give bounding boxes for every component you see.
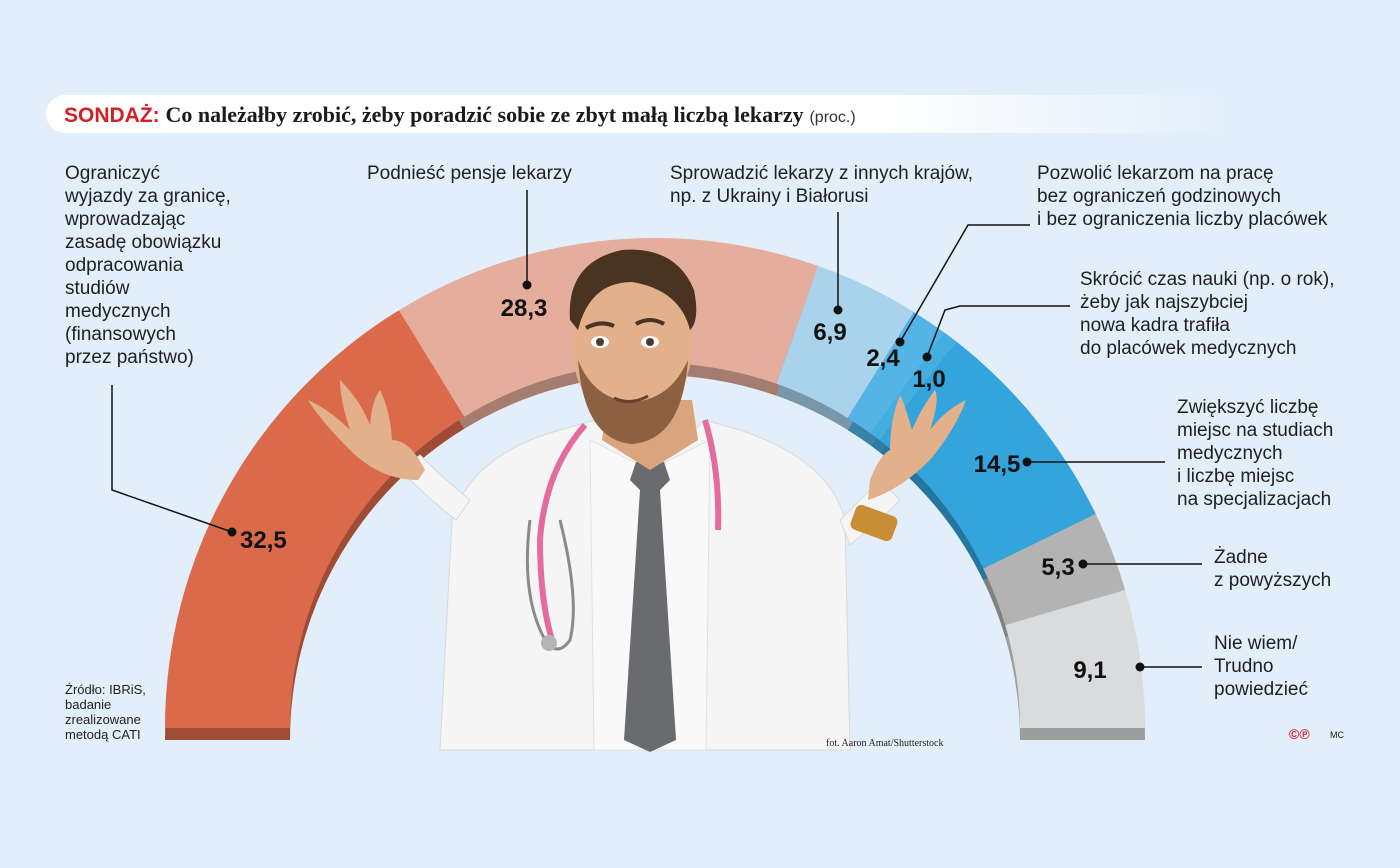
value-label-7: 9,1 xyxy=(1073,657,1106,684)
stethoscope-tube xyxy=(702,419,722,531)
leader-dot-2 xyxy=(833,305,843,315)
doctor-tie xyxy=(624,462,676,752)
author-initials: MC xyxy=(1330,730,1344,740)
value-label-4: 1,0 xyxy=(912,366,945,393)
pupil-left xyxy=(596,338,604,346)
slice-4 xyxy=(870,332,957,441)
leader-lines xyxy=(111,190,1202,672)
value-label-0: 32,5 xyxy=(240,527,287,554)
title-bar xyxy=(46,95,1236,133)
value-label-2: 6,9 xyxy=(813,319,846,346)
leader-dot-3 xyxy=(895,337,905,347)
label-zadne: Żadne z powyższych xyxy=(1214,547,1332,591)
value-label-3: 2,4 xyxy=(866,345,900,372)
slice-6 xyxy=(983,513,1126,626)
brow-left xyxy=(585,321,615,330)
value-label-5: 14,5 xyxy=(974,451,1021,478)
leader-dot-0 xyxy=(227,527,237,537)
brow-right xyxy=(635,318,665,326)
label-sprowadzic-lekarzy: Sprowadzić lekarzy z innych krajów, np. … xyxy=(670,163,974,207)
title-unit: (proc.) xyxy=(809,109,856,126)
value-labels: 32,5 28,3 6,9 2,4 1,0 14,5 5,3 9,1 xyxy=(240,295,1107,684)
slice-2 xyxy=(776,265,914,418)
stethoscope xyxy=(536,423,588,641)
leader-line-4 xyxy=(926,305,1070,358)
leader-dot-5 xyxy=(1022,457,1032,467)
slice-3 xyxy=(847,311,945,434)
slice-0 xyxy=(165,310,465,728)
label-ograniczyc-wyjazdy: Ograniczyć wyjazdy za granicę, wprowadza… xyxy=(65,163,231,368)
leader-line-3 xyxy=(899,224,1030,343)
chart-title: SONDAŻ: Co należałby zrobić, żeby poradz… xyxy=(64,102,856,128)
hand-left xyxy=(308,380,425,480)
label-skrocic-czas-nauki: Skrócić czas nauki (np. o rok), żeby jak… xyxy=(1080,269,1335,359)
leader-line-0 xyxy=(111,385,233,533)
title-main: Co należałby zrobić, żeby poradzić sobie… xyxy=(165,102,804,127)
value-label-1: 28,3 xyxy=(501,295,548,322)
doctor-shrugging-photo xyxy=(308,249,966,752)
label-pozwolic-na-prace: Pozwolić lekarzom na pracę bez ogranicze… xyxy=(1037,163,1328,230)
photo-credit: fot. Aaron Amat/Shutterstock xyxy=(826,738,944,749)
leader-dot-1 xyxy=(522,280,532,290)
leader-dot-6 xyxy=(1078,559,1088,569)
source-note: Źródło: IBRiS, badanie zrealizowane meto… xyxy=(65,682,146,742)
label-zwiekszyc-liczbe: Zwiększyć liczbę miejsc na studiach medy… xyxy=(1177,397,1334,510)
doctor-face xyxy=(572,265,692,425)
mouth xyxy=(613,394,649,403)
stethoscope-head xyxy=(541,635,557,651)
title-kicker: SONDAŻ: xyxy=(64,104,160,127)
label-nie-wiem: Nie wiem/ Trudno powiedzieć xyxy=(1214,633,1308,700)
copyright-mark: ©℗ xyxy=(1289,726,1310,742)
stethoscope-tube-metal xyxy=(525,519,575,651)
pupil-right xyxy=(646,338,654,346)
doctor-hair xyxy=(569,249,697,330)
hand-right xyxy=(868,390,966,500)
slice-7 xyxy=(1005,589,1145,728)
leader-dot-7 xyxy=(1135,662,1145,672)
label-podniesc-pensje: Podnieść pensje lekarzy xyxy=(367,163,572,184)
wristwatch xyxy=(850,504,898,542)
value-label-6: 5,3 xyxy=(1041,554,1074,581)
leader-dot-4 xyxy=(922,352,932,362)
